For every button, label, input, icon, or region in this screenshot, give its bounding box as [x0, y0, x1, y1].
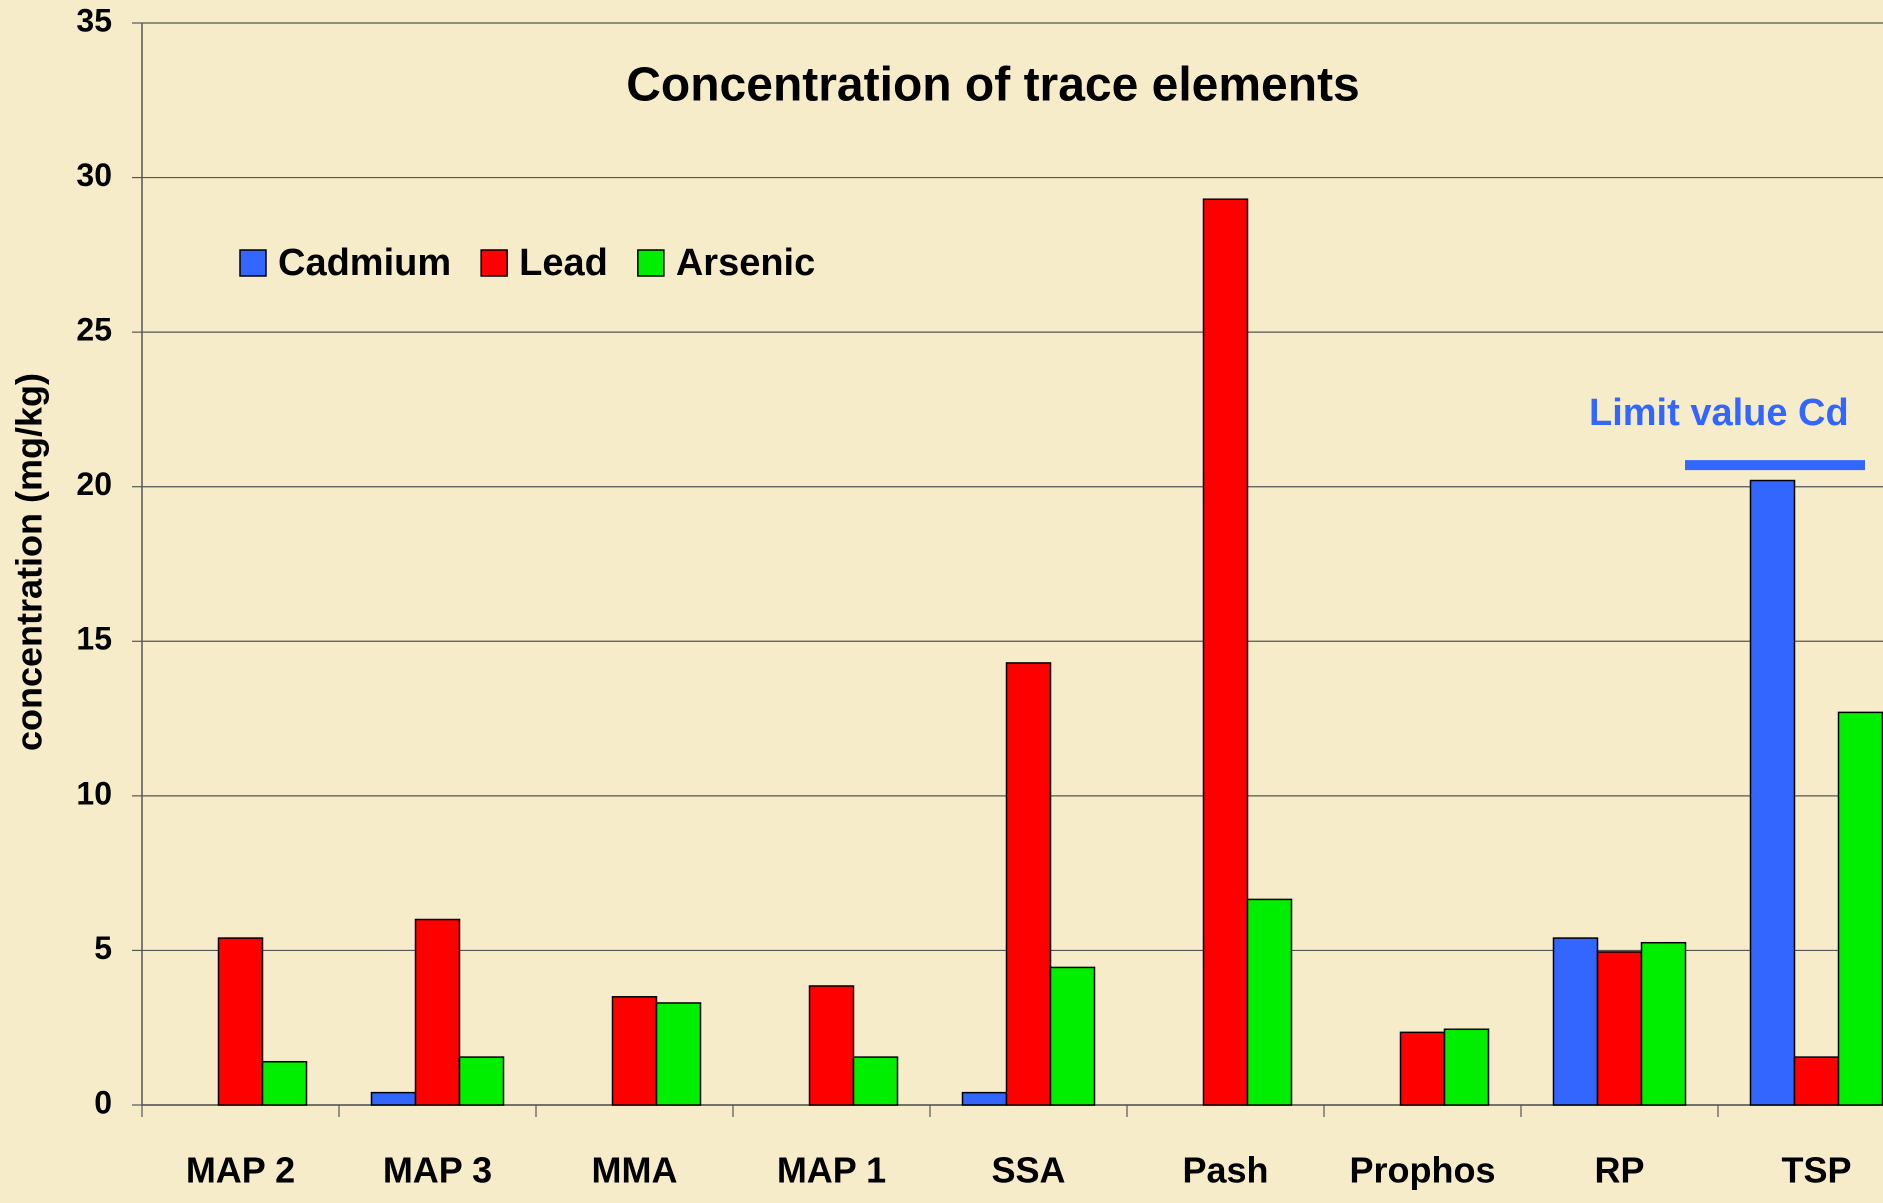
legend-label: Lead — [519, 242, 608, 284]
bar — [1749, 479, 1796, 1106]
bar — [414, 918, 461, 1106]
x-tick-label: MAP 2 — [186, 1150, 295, 1191]
y-tick-label: 15 — [76, 621, 112, 657]
y-tick-label: 5 — [94, 930, 112, 966]
chart-title: Concentration of trace elements — [626, 59, 1360, 112]
bar — [1399, 1031, 1446, 1106]
y-tick-label: 35 — [76, 2, 112, 38]
bar — [458, 1056, 505, 1106]
bar — [611, 996, 658, 1106]
legend-swatch — [480, 249, 508, 277]
y-tick-label: 30 — [76, 157, 112, 193]
bar — [961, 1091, 1008, 1106]
bar — [808, 985, 855, 1106]
legend-label: Arsenic — [676, 242, 815, 284]
bar — [261, 1060, 308, 1106]
bar — [1640, 941, 1687, 1106]
x-tick-label: TSP — [1781, 1150, 1851, 1191]
x-tick-label: RP — [1594, 1150, 1644, 1191]
x-tick-label: MAP 1 — [777, 1150, 886, 1191]
y-axis-label: concentration (mg/kg) — [9, 373, 50, 751]
bar — [1552, 937, 1599, 1106]
bar — [655, 1002, 702, 1106]
bar — [1793, 1056, 1840, 1106]
bar — [1202, 198, 1249, 1106]
legend-label: Cadmium — [278, 242, 451, 284]
bar — [1837, 711, 1883, 1106]
x-tick-label: SSA — [991, 1150, 1065, 1191]
bar — [1005, 662, 1052, 1106]
y-tick-label: 0 — [94, 1084, 112, 1120]
bar — [1049, 966, 1096, 1106]
y-tick-label: 10 — [76, 775, 112, 811]
bar — [1246, 898, 1293, 1106]
x-tick-label: Prophos — [1349, 1150, 1495, 1191]
bar — [852, 1056, 899, 1106]
y-tick-label: 20 — [76, 466, 112, 502]
legend-swatch — [239, 249, 267, 277]
bar — [1443, 1028, 1490, 1106]
bar — [1596, 951, 1643, 1106]
x-tick-label: MAP 3 — [383, 1150, 492, 1191]
bar — [370, 1091, 417, 1106]
bar — [217, 937, 264, 1106]
legend-swatch — [637, 249, 665, 277]
x-tick-label: MMA — [592, 1150, 678, 1191]
y-tick-label: 25 — [76, 312, 112, 348]
annotation-label: Limit value Cd — [1589, 392, 1849, 434]
x-tick-label: Pash — [1182, 1150, 1268, 1191]
